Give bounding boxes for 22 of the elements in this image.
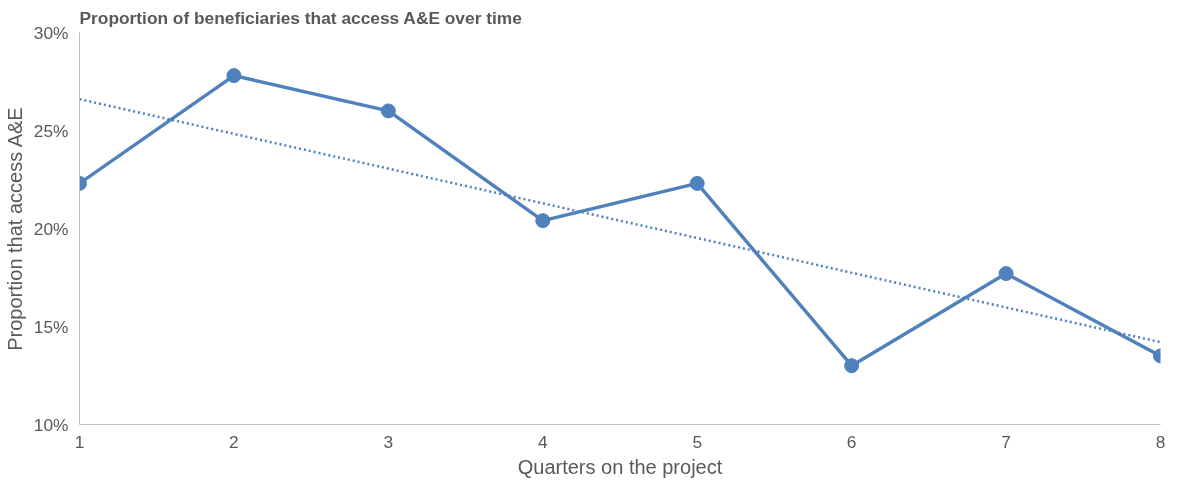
y-tick-label: 25% [33, 120, 69, 141]
y-tick-label: 30% [33, 22, 69, 43]
x-tick-label: 4 [537, 431, 548, 452]
chart-title: Proportion of beneficiaries that access A&E over time [79, 7, 523, 28]
point [380, 103, 396, 119]
y-tick-label: 10% [33, 414, 69, 435]
x-axis-title: Quarters on the project [517, 455, 723, 478]
x-tick-label: 5 [692, 431, 703, 452]
y-tick-label: 15% [33, 316, 69, 337]
point [998, 266, 1014, 282]
y-axis-title: Proportion that access A&E [3, 107, 26, 351]
x-tick-label: 1 [74, 431, 85, 452]
x-tick-label: 8 [1155, 431, 1166, 452]
x-tick-label: 7 [1001, 431, 1011, 452]
x-tick-label: 3 [383, 431, 394, 452]
point [844, 358, 860, 374]
point [535, 213, 551, 229]
point [226, 68, 242, 84]
x-tick-label: 2 [229, 431, 239, 452]
x-tick-label: 6 [846, 431, 857, 452]
point [689, 175, 705, 191]
y-tick-label: 20% [33, 218, 69, 239]
